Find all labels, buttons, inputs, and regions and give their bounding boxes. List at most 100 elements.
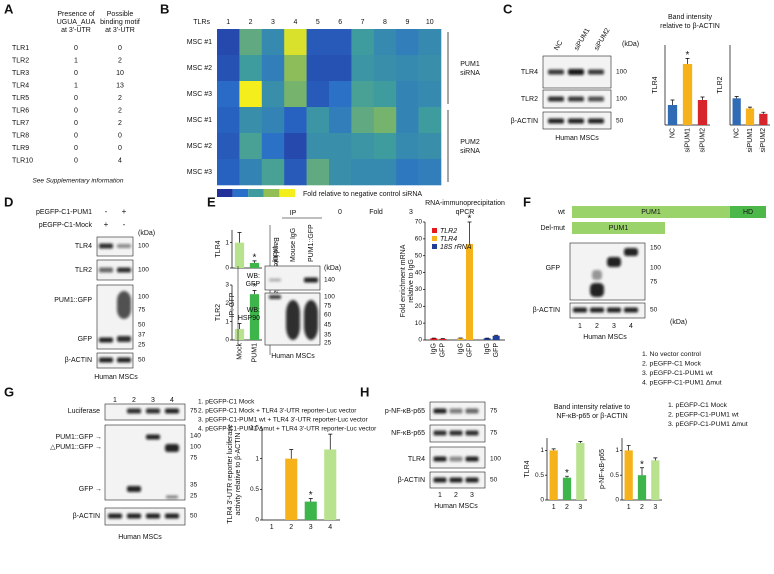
blot: [104, 507, 186, 526]
x-tick-label: 6: [338, 19, 342, 26]
heatmap-cell: [373, 81, 397, 108]
x-tick-label: NC: [669, 128, 676, 138]
x-tick-label: siPUM2: [699, 128, 706, 153]
row-label: TLR4: [12, 82, 29, 89]
x-tick-label: 2: [565, 504, 569, 511]
heatmap-cell: [329, 55, 352, 82]
band: [607, 307, 621, 313]
blot-label: WB:: [247, 307, 260, 314]
band: [548, 69, 564, 75]
row-label: TLR10: [12, 157, 33, 164]
panel-letter: F: [523, 194, 531, 209]
cell: 1: [74, 57, 78, 64]
heatmap-cell: [329, 133, 352, 160]
x-tick-label: 4: [293, 19, 297, 26]
annotation: *: [253, 282, 257, 293]
error-bar: [565, 475, 569, 478]
marker-label: 75: [490, 408, 498, 415]
y-tick-label: 0.5: [250, 486, 259, 493]
band: [166, 495, 178, 499]
blot: [96, 259, 134, 281]
bar: [624, 450, 633, 500]
band: [165, 444, 179, 452]
blot-label: TLR2: [521, 96, 538, 103]
heatmap-cell: [396, 133, 419, 160]
y-tick-label: 0: [540, 497, 544, 504]
blot-label: TLR2: [75, 267, 92, 274]
y-tick-label: 1: [225, 318, 229, 325]
marker-label: 75: [490, 430, 498, 437]
heatmap-cell: [239, 159, 263, 186]
y-tick-label: 0: [418, 337, 422, 344]
lane-label: Input: [272, 246, 279, 262]
heatmap-cell: [261, 159, 285, 186]
panel-letter: E: [207, 194, 216, 209]
heatmap-cell: [306, 29, 330, 56]
y-tick-label: 40: [415, 269, 423, 276]
heatmap-cell: [217, 133, 240, 160]
row-label: TLR5: [12, 95, 29, 102]
cell: 4: [118, 157, 122, 164]
blot-label: p-NF-κB-p65: [385, 408, 425, 415]
error-bar: [237, 232, 242, 243]
marker-label: 100: [650, 265, 661, 272]
blot-label: Luciferase: [68, 408, 100, 415]
row-label: TLR9: [12, 145, 29, 152]
blot-label: WB:: [247, 273, 260, 280]
band: [548, 118, 564, 124]
x-tick-label: GFP: [493, 343, 500, 358]
caption: Human MSCs: [555, 135, 599, 142]
column-header: Possible: [107, 11, 134, 18]
marker-label: 100: [190, 444, 201, 451]
marker-label: 75: [324, 303, 332, 310]
y-tick-label: 0: [615, 497, 619, 504]
colorbar-swatch: [217, 189, 233, 197]
band: [108, 513, 122, 519]
blot-label: β-ACTIN: [73, 513, 100, 520]
band: [588, 118, 604, 124]
marker-label: 35: [190, 482, 198, 489]
bar: [249, 294, 260, 340]
band: [568, 118, 584, 124]
y-tick-label: 1: [540, 447, 544, 454]
bar: [439, 338, 447, 340]
legend-item: 3. pEGFP-C1-PUM1 wt + TLR4 3'-UTR report…: [198, 417, 368, 424]
band: [304, 277, 318, 283]
lane-label: NC: [553, 40, 564, 52]
marker-label: 140: [324, 277, 335, 284]
unit-label: (kDa): [622, 41, 639, 48]
heatmap-cell: [329, 107, 352, 134]
blot-label: GFP: [546, 265, 561, 272]
bar: [576, 442, 585, 500]
row-label: TLR2: [12, 57, 29, 64]
cell: 0: [118, 132, 122, 139]
band: [165, 513, 179, 519]
blot: [104, 424, 186, 501]
colorbar-swatch: [263, 189, 280, 197]
y-tick-label: 0: [225, 337, 229, 344]
caption: Human MSCs: [271, 353, 315, 360]
heatmap-cell: [217, 159, 240, 186]
band: [117, 336, 131, 342]
heatmap-cell: [306, 159, 330, 186]
band: [127, 486, 141, 492]
marker-label: 75: [190, 408, 198, 415]
heatmap-cell: [306, 133, 330, 160]
blot-label: PUM1::GFP →: [55, 434, 102, 441]
legend-swatch: [432, 244, 437, 249]
blot-label: TLR4: [521, 69, 538, 76]
legend-item: 2. pEGFP-C1 Mock: [642, 360, 702, 367]
sign: -: [105, 207, 108, 216]
domain: [572, 222, 665, 234]
note: See Supplementary information: [32, 178, 123, 185]
legend-label: TLR2: [440, 228, 457, 235]
column-header: at 3'-UTR: [61, 27, 91, 34]
band: [117, 244, 131, 248]
lane-label: Mouse IgG: [290, 228, 297, 262]
bar: [457, 338, 464, 340]
row-label: MSC #3: [187, 169, 212, 176]
panel-letter: D: [4, 194, 13, 209]
marker-label: 50: [616, 118, 624, 125]
band: [286, 300, 300, 340]
band: [99, 267, 113, 273]
